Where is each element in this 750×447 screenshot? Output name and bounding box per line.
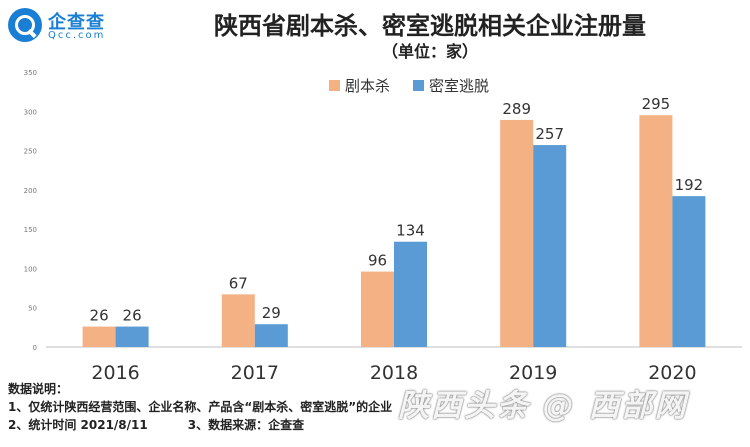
data-notes: 数据说明： 1、仅统计陕西经营范围、企业名称、产品含“剧本杀、密室逃脱”的企业 … xyxy=(8,380,392,434)
y-tick-label: 150 xyxy=(24,226,37,234)
y-tick-label: 350 xyxy=(24,69,37,77)
bar-jubensha-2017 xyxy=(221,294,255,347)
notes-line-1: 1、仅统计陕西经营范围、企业名称、产品含“剧本杀、密室逃脱”的企业 xyxy=(8,400,393,414)
legend-label: 密室逃脱 xyxy=(429,77,489,95)
notes-source: 3、数据来源：企查查 xyxy=(187,418,305,432)
qcc-logo: 企查查 Qcc.com xyxy=(8,6,148,46)
data-label: 26 xyxy=(90,307,109,325)
data-label: 289 xyxy=(502,100,531,118)
notes-time: 2、统计时间 2021/8/11 xyxy=(8,418,148,432)
data-label: 67 xyxy=(229,274,248,292)
bar-mishi-2019 xyxy=(533,145,567,347)
bar-jubensha-2019 xyxy=(500,119,534,347)
bar-mishi-2017 xyxy=(254,324,288,347)
magnifier-logo-icon xyxy=(8,8,42,42)
bar-mishi-2016 xyxy=(115,326,149,347)
legend-swatch xyxy=(329,80,340,91)
data-label: 96 xyxy=(368,252,387,270)
data-label: 257 xyxy=(535,125,564,143)
y-tick-label: 250 xyxy=(24,148,37,156)
y-tick-label: 0 xyxy=(33,344,37,352)
data-label: 192 xyxy=(675,176,704,194)
bar-jubensha-2018 xyxy=(361,271,394,347)
x-tick-label: 2018 xyxy=(370,362,418,384)
chart-subtitle: （单位：家） xyxy=(381,42,478,61)
y-tick-label: 300 xyxy=(24,108,37,116)
x-tick-label: 2019 xyxy=(509,362,557,384)
y-tick-label: 50 xyxy=(28,305,37,313)
data-label: 26 xyxy=(123,307,142,325)
legend-swatch xyxy=(413,80,424,91)
legend-label: 剧本杀 xyxy=(345,77,390,95)
logo-domain: Qcc.com xyxy=(48,30,106,41)
y-tick-label: 200 xyxy=(24,187,37,195)
bar-jubensha-2020 xyxy=(639,115,673,347)
bar-mishi-2018 xyxy=(394,241,427,347)
data-label: 134 xyxy=(396,222,425,240)
x-tick-label: 2017 xyxy=(231,362,279,384)
bar-mishi-2020 xyxy=(672,196,706,347)
x-tick-label: 2020 xyxy=(648,362,696,384)
notes-heading: 数据说明： xyxy=(8,382,69,396)
watermark: 陕西头条 @ 西部网 xyxy=(398,388,688,424)
data-label: 295 xyxy=(642,95,671,113)
chart-title: 陕西省剧本杀、密室逃脱相关企业注册量 xyxy=(214,12,646,40)
notes-line-2: 2、统计时间 2021/8/11 3、数据来源：企查查 xyxy=(8,416,392,434)
data-label: 29 xyxy=(262,304,281,322)
x-tick-label: 2016 xyxy=(91,362,139,384)
y-tick-label: 100 xyxy=(24,265,37,273)
bar-jubensha-2016 xyxy=(82,326,116,347)
logo-name: 企查查 xyxy=(48,12,105,33)
